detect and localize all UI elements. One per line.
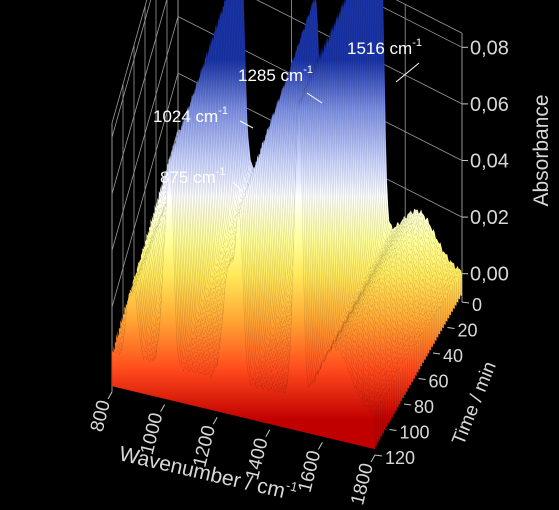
peak-annotation: 1024 cm-1 (153, 105, 228, 126)
annotation-leader-line (232, 181, 244, 193)
z-axis-tick-label: 0,00 (470, 264, 509, 286)
x-axis-tick (370, 454, 376, 463)
peak-annotations: 875 cm-1 1024 cm-1 1285 cm-1 1516 cm-1 (153, 37, 422, 193)
peak-annotation-superscript: -1 (303, 64, 313, 76)
x-axis-tick-label: 1800 (347, 461, 378, 507)
time-axis-tick-label: 40 (443, 346, 463, 366)
peak-annotation: 875 cm-1 (160, 166, 226, 187)
axis-labels: 0,00 0,02 0,04 0,06 0,08 Absorbance 0 20 40 60 80 1… (87, 37, 553, 507)
x-axis-tick (212, 416, 218, 425)
x-axis-tick-label: 1600 (295, 449, 326, 495)
time-axis-tick (461, 301, 470, 304)
gridline-side-horizontal (111, 16, 179, 251)
gridline-side-horizontal (111, 72, 179, 308)
gridline-side-horizontal (111, 0, 168, 195)
x-axis-tick (160, 404, 166, 412)
peak-annotation: 1516 cm-1 (347, 37, 422, 58)
time-axis-tick-label: 20 (458, 321, 478, 341)
annotation-leader-line (239, 120, 254, 129)
time-axis-tick-label: 100 (400, 423, 430, 443)
time-axis-tick (389, 429, 397, 431)
time-axis-tick (447, 327, 455, 329)
x-axis-label-superscript: -1 (285, 478, 300, 495)
time-axis-tick (403, 403, 412, 406)
gridline-back-horizontal (256, 0, 463, 105)
x-axis-tick (107, 391, 113, 400)
time-axis-tick-label: 120 (385, 448, 415, 468)
time-axis-tick-label: 0 (472, 295, 482, 315)
z-axis-tick-label: 0,02 (470, 207, 509, 229)
z-axis-tick-label: 0,08 (470, 37, 509, 59)
peak-annotation-superscript: -1 (412, 37, 422, 49)
gridline-side-horizontal (111, 0, 152, 138)
time-axis-label: Time / min (448, 359, 500, 448)
annotation-leader-line (306, 92, 323, 104)
annotation-leader-line (395, 62, 420, 83)
time-axis-tick-label: 60 (429, 372, 449, 392)
x-axis-tick (317, 442, 323, 450)
spectra-surface (111, 0, 463, 450)
peak-annotation-superscript: -1 (218, 105, 228, 117)
time-axis-tick (374, 454, 383, 457)
z-axis-tick-label: 0,04 (470, 151, 509, 173)
time-axis-tick (418, 378, 426, 380)
peak-annotation-superscript: -1 (216, 166, 226, 178)
time-axis-tick-label: 80 (414, 397, 434, 417)
frame-edge (395, 0, 463, 34)
time-axis-tick (432, 352, 441, 355)
z-axis-tick-label: 0,06 (470, 94, 509, 116)
x-axis-tick-label: 800 (87, 398, 115, 434)
gridline-back-horizontal (367, 0, 463, 48)
z-axis-label: Absorbance (530, 94, 553, 206)
spectrum-trace (111, 100, 376, 450)
x-axis-tick (265, 429, 271, 438)
peak-annotation: 1285 cm-1 (238, 64, 313, 85)
frame-edge (111, 0, 148, 124)
